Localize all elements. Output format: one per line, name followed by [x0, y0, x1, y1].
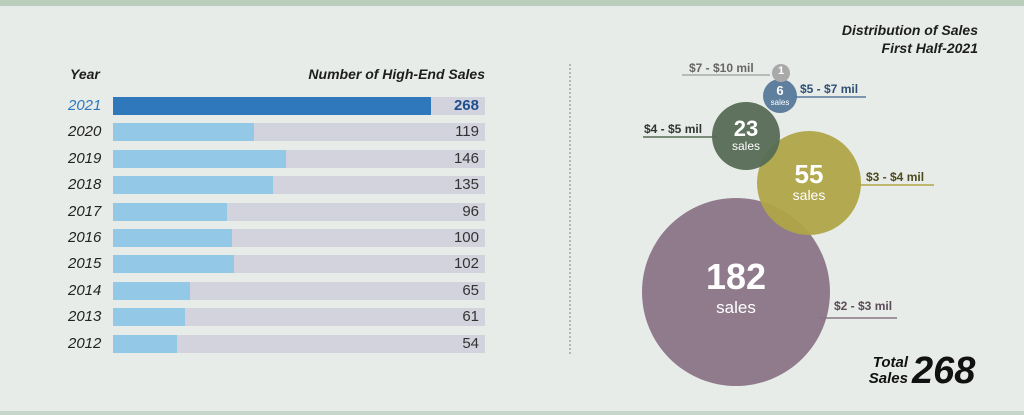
bar-2018 — [113, 176, 273, 194]
bar-value-2013: 61 — [462, 308, 479, 325]
bar-value-2015: 102 — [453, 255, 479, 272]
top-accent-bar — [0, 0, 1024, 6]
bar-track-2017: 96 — [113, 203, 485, 221]
bar-value-2020: 119 — [455, 123, 479, 140]
bar-2012 — [113, 335, 177, 353]
bar-value-2018: 135 — [453, 176, 479, 193]
bubble-chart-subtitle: First Half-2021 — [881, 40, 978, 56]
bar-track-2019: 146 — [113, 150, 485, 168]
bubble-unit-4-5: sales — [732, 139, 760, 153]
bubble-label-7-10: $7 - $10 mil — [689, 61, 754, 75]
bar-value-2021: 268 — [453, 97, 479, 114]
bar-2019 — [113, 150, 286, 168]
bubble-4-5 — [712, 102, 780, 170]
year-label-2018: 2018 — [68, 176, 102, 193]
bar-track-2016: 100 — [113, 229, 485, 247]
bar-track-2020: 119 — [113, 123, 485, 141]
bubble-2-3 — [642, 198, 830, 386]
year-label-2015: 2015 — [68, 255, 102, 272]
bar-2016 — [113, 229, 232, 247]
bar-value-2012: 54 — [462, 335, 479, 352]
bar-2014 — [113, 282, 190, 300]
bar-2013 — [113, 308, 185, 326]
bubble-value-5-7: 6 — [776, 83, 783, 98]
bubble-3-4 — [757, 131, 861, 235]
year-label-2019: 2019 — [68, 150, 102, 167]
year-label-2013: 2013 — [68, 308, 102, 325]
bubble-label-4-5: $4 - $5 mil — [644, 122, 702, 136]
bubble-label-2-3: $2 - $3 mil — [834, 299, 892, 313]
bar-track-2014: 65 — [113, 282, 485, 300]
bubble-unit-2-3: sales — [716, 298, 756, 317]
bubble-5-7 — [763, 79, 797, 113]
year-label-2021: 2021 — [68, 97, 102, 114]
bubble-value-7-10: 1 — [778, 65, 784, 77]
bar-value-2016: 100 — [453, 229, 479, 246]
bar-2021 — [113, 97, 431, 115]
bubble-chart-title: Distribution of Sales — [841, 22, 978, 38]
year-label-2020: 2020 — [68, 123, 102, 140]
bubble-7-10 — [772, 64, 790, 82]
section-divider — [569, 64, 571, 354]
bar-track-2013: 61 — [113, 308, 485, 326]
bar-value-2019: 146 — [453, 150, 479, 167]
year-column-header: Year — [70, 66, 100, 82]
bar-2020 — [113, 123, 254, 141]
bubble-value-3-4: 55 — [795, 159, 824, 189]
year-label-2016: 2016 — [68, 229, 102, 246]
bar-track-2012: 54 — [113, 335, 485, 353]
bubble-value-2-3: 182 — [706, 256, 766, 297]
total-sales-value: 268 — [912, 350, 976, 392]
bubble-unit-5-7: sales — [771, 98, 790, 107]
bar-track-2015: 102 — [113, 255, 485, 273]
year-label-2017: 2017 — [68, 203, 102, 220]
bar-2015 — [113, 255, 234, 273]
bar-value-2017: 96 — [462, 203, 479, 220]
bar-track-2018: 135 — [113, 176, 485, 194]
sales-column-header: Number of High-End Sales — [308, 66, 485, 82]
bar-2017 — [113, 203, 227, 221]
bubble-unit-3-4: sales — [793, 187, 826, 203]
bar-value-2014: 65 — [462, 282, 479, 299]
bottom-accent-bar — [0, 411, 1024, 415]
total-sales-label: Total Sales — [868, 354, 908, 387]
bubble-label-3-4: $3 - $4 mil — [866, 170, 924, 184]
bubble-label-5-7: $5 - $7 mil — [800, 82, 858, 96]
bar-track-2021: 268 — [113, 97, 485, 115]
year-label-2014: 2014 — [68, 282, 102, 299]
bubble-value-4-5: 23 — [734, 116, 758, 141]
year-label-2012: 2012 — [68, 335, 102, 352]
